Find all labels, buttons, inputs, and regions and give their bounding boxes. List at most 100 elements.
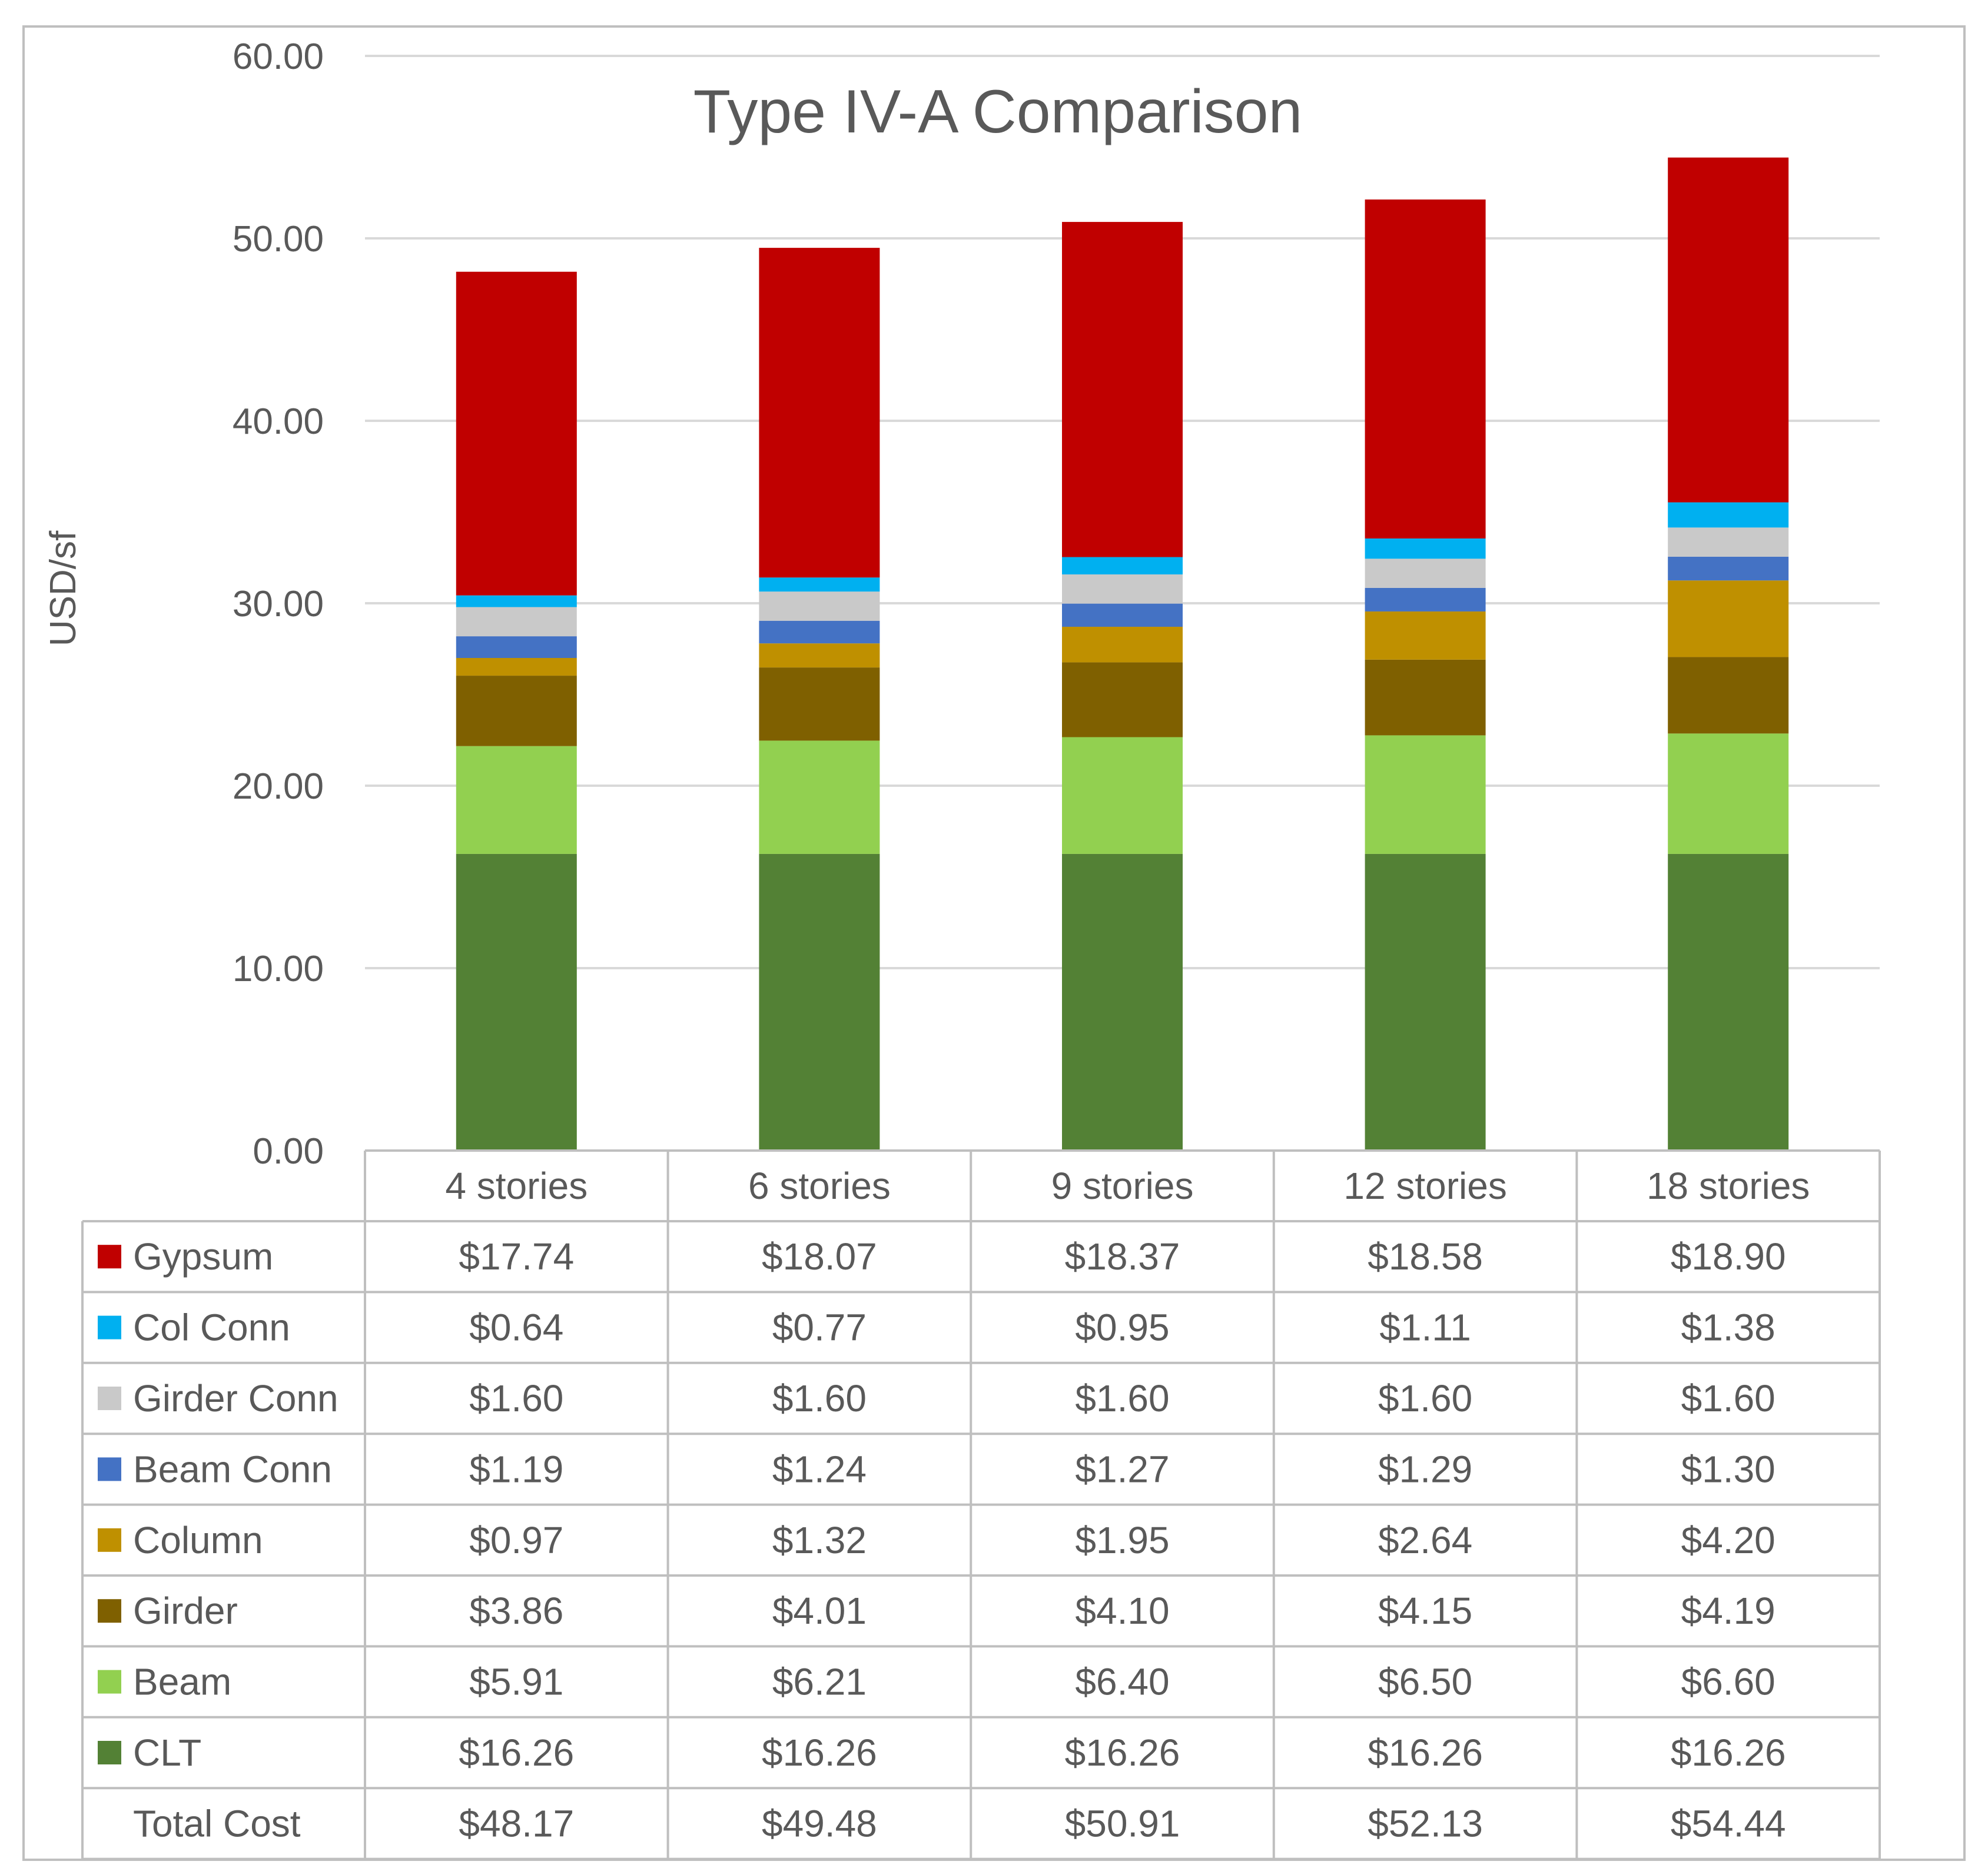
data-label: $1.30 (1681, 1448, 1775, 1490)
bar-segment (1365, 587, 1486, 611)
category-label: 9 stories (1051, 1165, 1194, 1207)
bar-segment (1365, 659, 1486, 736)
bar-segment (456, 676, 577, 746)
bar-segment (759, 577, 880, 592)
data-label: $0.64 (469, 1307, 563, 1349)
bar-segment (1668, 157, 1789, 503)
bar-segment (759, 667, 880, 741)
legend-swatch (98, 1741, 121, 1764)
data-label: $6.50 (1378, 1661, 1472, 1703)
bar-segment (456, 853, 577, 1151)
category-label: 12 stories (1343, 1165, 1506, 1207)
legend-swatch (98, 1670, 121, 1694)
total-value: $52.13 (1368, 1802, 1483, 1844)
data-label: $4.20 (1681, 1519, 1775, 1561)
bar-segment (759, 248, 880, 578)
data-label: $16.26 (459, 1731, 574, 1774)
bar-segment (1365, 735, 1486, 854)
bar-segment (1062, 853, 1183, 1151)
data-label: $1.60 (1075, 1377, 1169, 1420)
data-table: 4 stories 6 stories 9 stories 12 stories 18 … (81, 1149, 1881, 1860)
bar-segment (1062, 662, 1183, 737)
legend-label: Gypsum (133, 1235, 273, 1278)
bar-segment (1062, 557, 1183, 575)
y-tick-label: 40.00 (233, 401, 324, 442)
y-tick-label: 10.00 (233, 949, 324, 989)
bar-segment (1062, 626, 1183, 663)
data-label: $4.19 (1681, 1590, 1775, 1632)
bar-segment (1062, 574, 1183, 604)
data-label: $1.32 (772, 1519, 867, 1561)
bar-segment (1668, 556, 1789, 581)
legend-label: Column (133, 1519, 263, 1561)
legend-label: Beam Conn (133, 1448, 332, 1490)
data-label: $6.21 (772, 1661, 867, 1703)
bar-segment (759, 591, 880, 621)
legend-swatch (98, 1245, 121, 1269)
y-axis-ticks: 0.00 10.00 20.00 30.00 40.00 50.00 60.00 (233, 36, 324, 1172)
data-label: $18.37 (1065, 1235, 1180, 1278)
legend-label: Girder Conn (133, 1377, 338, 1420)
data-label: $18.07 (762, 1235, 877, 1278)
data-label: $16.26 (1065, 1731, 1180, 1774)
bar-segment (1062, 603, 1183, 627)
data-label: $16.26 (1671, 1731, 1786, 1774)
data-label: $1.11 (1379, 1307, 1471, 1349)
data-label: $1.27 (1075, 1448, 1169, 1490)
category-label: 6 stories (748, 1165, 891, 1207)
bar-segment (1668, 527, 1789, 557)
bar-segment (1668, 733, 1789, 854)
data-label: $4.01 (772, 1590, 867, 1632)
data-label: $18.58 (1368, 1235, 1483, 1278)
legend-swatch (98, 1315, 121, 1339)
data-label: $6.40 (1075, 1661, 1169, 1703)
data-label: $1.24 (772, 1448, 867, 1490)
data-label: $5.91 (469, 1661, 563, 1703)
bar-segment (456, 271, 577, 596)
bar-segment (1668, 502, 1789, 528)
bar-segment (1062, 737, 1183, 854)
y-tick-label: 30.00 (233, 584, 324, 624)
data-label: $18.90 (1671, 1235, 1786, 1278)
legend-swatch (98, 1528, 121, 1552)
bar-segment (1668, 657, 1789, 734)
data-label: $1.29 (1378, 1448, 1472, 1490)
y-tick-label: 0.00 (253, 1131, 324, 1172)
bar-segment (456, 658, 577, 676)
legend-label: Beam (133, 1661, 231, 1703)
y-tick-label: 20.00 (233, 766, 324, 807)
category-label: 18 stories (1647, 1165, 1810, 1207)
data-label: $0.77 (772, 1307, 867, 1349)
bar-segment (759, 643, 880, 668)
bar-segment (456, 595, 577, 607)
bar-segment (456, 607, 577, 637)
legend-label: Girder (133, 1590, 238, 1632)
data-label: $1.19 (469, 1448, 563, 1490)
bar-segment (759, 740, 880, 854)
data-label: $6.60 (1681, 1661, 1775, 1703)
total-value: $48.17 (459, 1802, 574, 1844)
bar-segment (1668, 580, 1789, 657)
data-label: $0.95 (1075, 1307, 1169, 1349)
total-label: Total Cost (133, 1802, 301, 1844)
bars (456, 157, 1789, 1151)
bar-segment (759, 620, 880, 644)
data-label: $17.74 (459, 1235, 574, 1278)
legend-swatch (98, 1457, 121, 1481)
data-label: $1.60 (1378, 1377, 1472, 1420)
data-label: $1.60 (772, 1377, 867, 1420)
legend-label: Col Conn (133, 1307, 290, 1349)
data-label: $1.60 (469, 1377, 563, 1420)
data-label: $2.64 (1378, 1519, 1472, 1561)
data-label: $1.60 (1681, 1377, 1775, 1420)
bar-segment (1062, 222, 1183, 557)
y-axis-label: USD/sf (43, 530, 84, 646)
legend-swatch (98, 1599, 121, 1623)
total-value: $49.48 (762, 1802, 877, 1844)
y-tick-label: 50.00 (233, 219, 324, 260)
bar-segment (1365, 611, 1486, 660)
data-label: $0.97 (469, 1519, 563, 1561)
data-label: $1.95 (1075, 1519, 1169, 1561)
